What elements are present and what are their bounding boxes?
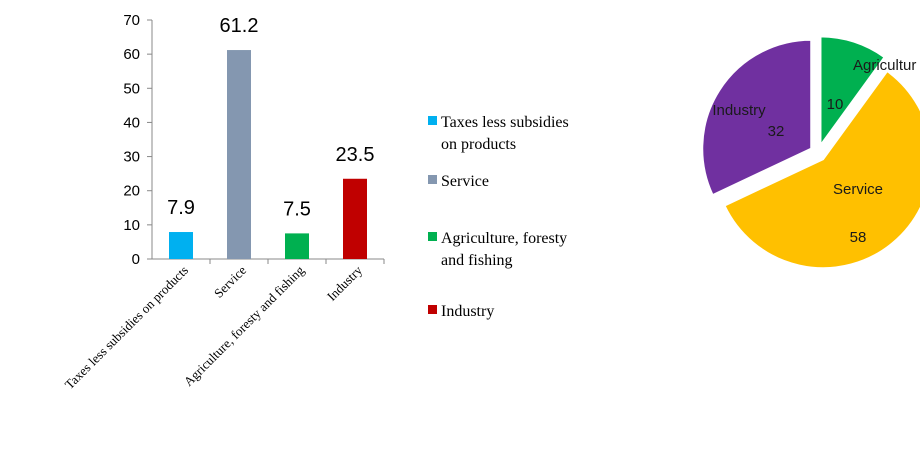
data-labels: 7.9 61.2 7.5 23.5 — [167, 15, 374, 220]
bar-legend: Taxes less subsidies on products Service Ag… — [428, 114, 569, 320]
legend-swatch — [428, 305, 437, 314]
bar — [169, 232, 193, 259]
bars — [169, 50, 385, 264]
y-tick-label: 60 — [123, 46, 140, 63]
legend-swatch — [428, 116, 437, 125]
y-tick-label: 70 — [123, 12, 140, 29]
bar — [343, 178, 367, 259]
legend-label: Industry — [441, 303, 494, 320]
legend-label: on products — [441, 136, 516, 153]
legend-swatch — [428, 232, 437, 241]
bar-data-label: 23.5 — [336, 144, 375, 166]
x-tick-label: Industry — [324, 262, 366, 304]
pie-category-label: Industry — [712, 102, 766, 119]
x-tick-label: Agriculture, foresty and fishing — [181, 262, 308, 389]
y-tick-label: 0 — [132, 251, 140, 268]
y-tick-label: 20 — [123, 183, 140, 200]
x-tick-label: Service — [211, 262, 249, 300]
pie-slice — [701, 38, 813, 197]
bar-data-label: 7.9 — [167, 197, 195, 219]
bar-data-label: 7.5 — [283, 198, 311, 220]
bar — [285, 233, 309, 259]
y-tick-label: 10 — [123, 217, 140, 234]
x-tick-label: Taxes less subsidies on products — [62, 263, 191, 392]
pie-slice — [723, 69, 920, 270]
pie-category-label: Service — [833, 181, 883, 198]
bar — [227, 50, 251, 259]
pie-value-label: 32 — [768, 123, 785, 140]
y-tick-label: 50 — [123, 80, 140, 97]
legend-label: and fishing — [441, 252, 513, 269]
pie-category-label: Agricultur — [853, 57, 916, 74]
y-axis-ticks: 0 10 20 30 40 50 60 70 — [123, 12, 152, 268]
pie-value-label: 58 — [850, 229, 867, 246]
bar-chart: 0 10 20 30 40 50 60 70 7.9 61.2 7.5 23.5 Taxes les… — [62, 12, 385, 392]
x-axis-tick-labels: Taxes less subsidies on products ServiceA… — [62, 262, 366, 392]
legend-label: Taxes less subsidies — [441, 114, 569, 131]
bar-data-label: 61.2 — [220, 15, 259, 37]
legend-label: Agriculture, foresty — [441, 230, 567, 247]
pie-slice — [819, 35, 886, 149]
pie-value-label: 10 — [827, 96, 844, 113]
y-tick-label: 30 — [123, 149, 140, 166]
legend-swatch — [428, 175, 437, 184]
y-tick-label: 40 — [123, 114, 140, 131]
legend-label: Service — [441, 173, 489, 190]
